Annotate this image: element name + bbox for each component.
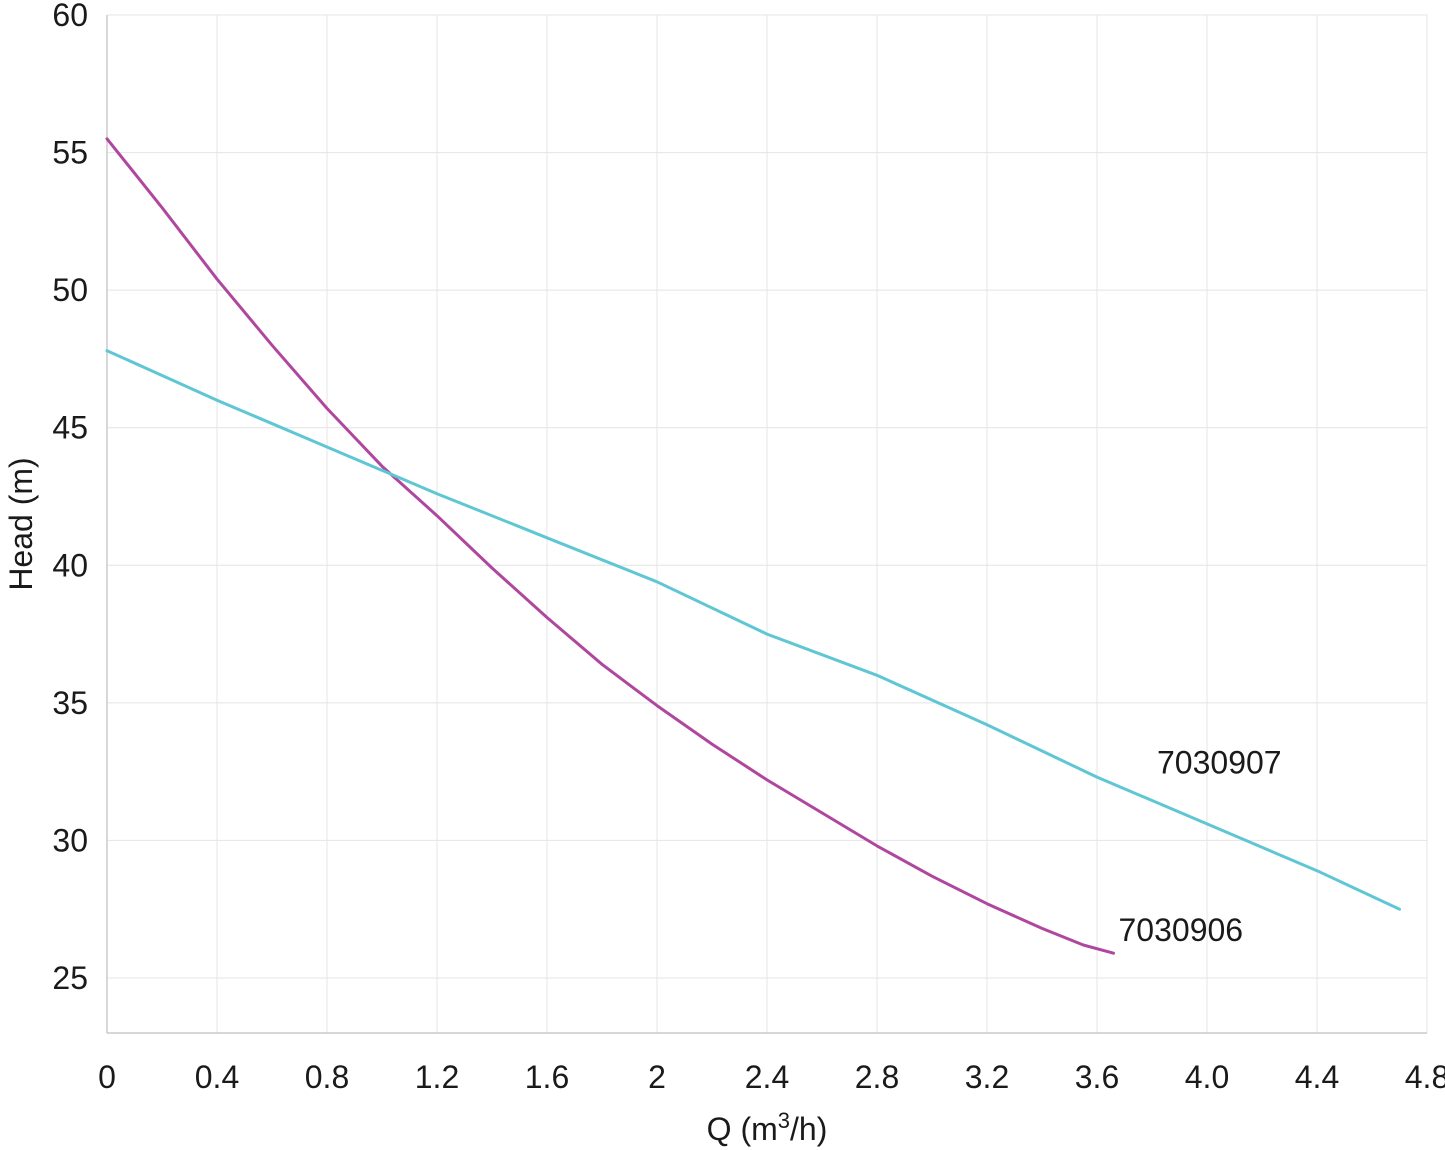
y-tick-label: 35 [52,685,88,721]
series-lines [105,137,1401,955]
x-tick-labels: 0 0.4 0.8 1.2 1.6 2 2.4 2.8 3.2 3.6 4.0 4.4 4.8 [98,1059,1445,1095]
x-tick-label: 2.8 [855,1059,899,1095]
x-tick-label: 4.8 [1405,1059,1445,1095]
series-label-7030906: 7030906 [1119,912,1244,948]
series-line-7030906 [105,137,1115,955]
x-tick-label: 0 [98,1059,116,1095]
y-tick-label: 50 [52,272,88,308]
x-axis-title: Q (m3/h) [707,1108,828,1147]
x-axis-title-suffix: /h) [790,1111,827,1147]
y-tick-label: 30 [52,822,88,858]
x-tick-label: 0.4 [195,1059,239,1095]
x-tick-label: 1.2 [415,1059,459,1095]
x-tick-label: 3.2 [965,1059,1009,1095]
series-line-7030907 [105,349,1401,911]
x-tick-label: 3.6 [1075,1059,1119,1095]
y-tick-label: 55 [52,135,88,171]
y-tick-labels: 25 30 35 40 45 50 55 60 [52,0,88,996]
x-tick-label: 0.8 [305,1059,349,1095]
x-tick-label: 1.6 [525,1059,569,1095]
y-tick-label: 40 [52,547,88,583]
grid [107,14,1428,1033]
series-labels: 7030906 7030907 [1119,744,1282,948]
x-tick-label: 2.4 [745,1059,789,1095]
x-tick-label: 4.4 [1295,1059,1339,1095]
series-label-7030907: 7030907 [1157,744,1282,780]
x-tick-label: 2 [648,1059,666,1095]
x-axis-title-main: Q (m [707,1111,778,1147]
y-tick-label: 45 [52,410,88,446]
axes [106,15,1427,1034]
y-tick-label: 60 [52,0,88,33]
y-axis-title: Head (m) [3,457,39,590]
x-tick-label: 4.0 [1185,1059,1229,1095]
x-axis-title-superscript: 3 [778,1108,790,1133]
y-tick-label: 25 [52,960,88,996]
